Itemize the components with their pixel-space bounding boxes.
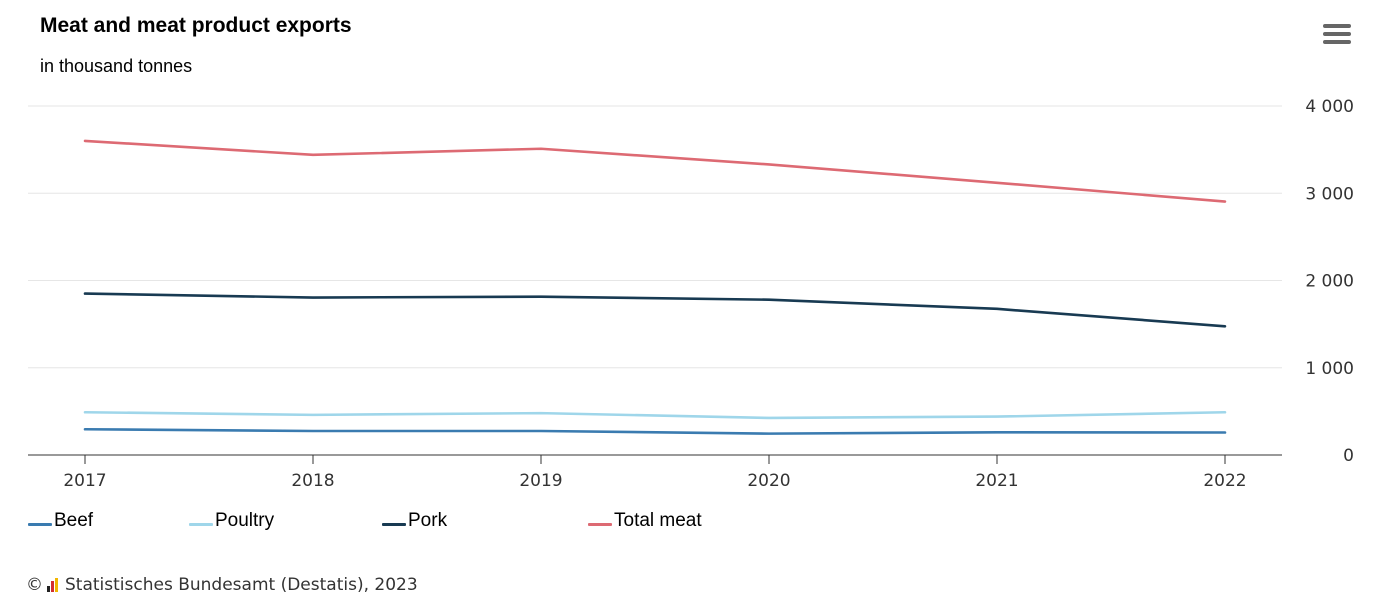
series-line-beef [83, 427, 1227, 435]
y-tick-label-1000: 1 000 [1305, 359, 1354, 379]
y-tick-label-4000: 4 000 [1305, 97, 1354, 117]
x-tick-label-2017: 2017 [63, 471, 106, 491]
x-tick-label-2018: 2018 [291, 471, 334, 491]
legend-swatch-pork [382, 522, 406, 526]
series-line-poultry [83, 410, 1227, 420]
legend-item-beef[interactable]: Beef [28, 510, 93, 532]
copyright-symbol: © [26, 575, 43, 595]
y-tick-label-0: 0 [1343, 446, 1354, 466]
chart-subtitle: in thousand tonnes [40, 56, 193, 76]
line-chart: 0 1 000 2 000 3 000 4 000 2017 2018 2019 2020 202… [28, 97, 1354, 491]
y-tick-label-3000: 3 000 [1305, 184, 1354, 204]
x-tick-label-2022: 2022 [1203, 471, 1246, 491]
legend-item-total-meat[interactable]: Total meat [588, 510, 702, 532]
legend-label-poultry: Poultry [215, 510, 275, 531]
legend-item-poultry[interactable]: Poultry [189, 510, 274, 532]
source-credit: © Statistisches Bundesamt (Destatis), 20… [26, 575, 418, 595]
legend-label-beef: Beef [54, 510, 94, 531]
series-line-pork [83, 292, 1227, 328]
legend-item-pork[interactable]: Pork [382, 510, 447, 532]
legend-label-pork: Pork [408, 510, 448, 531]
x-tick-label-2020: 2020 [747, 471, 790, 491]
legend-swatch-total-meat [588, 522, 612, 526]
legend-label-total-meat: Total meat [614, 510, 702, 531]
y-tick-label-2000: 2 000 [1305, 272, 1354, 292]
x-tick-label-2021: 2021 [975, 471, 1018, 491]
source-text: Statistisches Bundesamt (Destatis), 2023 [65, 575, 418, 595]
x-tick-label-2019: 2019 [519, 471, 562, 491]
chart-legend: Beef Poultry Pork Total meat [0, 510, 1374, 538]
hamburger-icon[interactable] [1323, 24, 1351, 46]
legend-swatch-beef [28, 522, 52, 526]
legend-swatch-poultry [189, 522, 213, 526]
chart-title: Meat and meat product exports [40, 14, 352, 37]
series-line-total-meat [83, 139, 1227, 203]
destatis-logo-icon [47, 578, 59, 592]
